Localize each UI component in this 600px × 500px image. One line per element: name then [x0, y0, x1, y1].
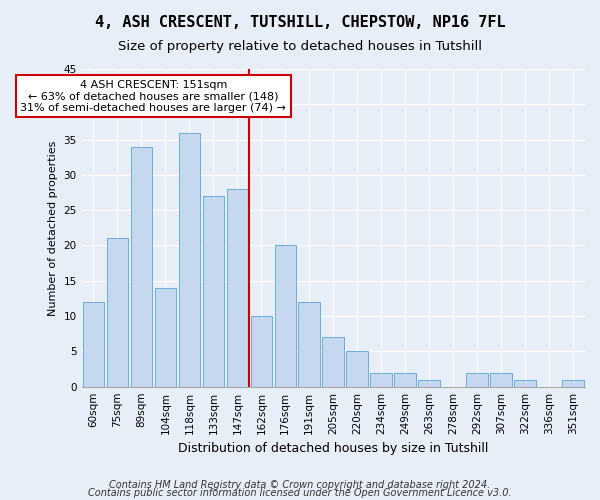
Bar [155, 288, 176, 386]
Bar [203, 196, 224, 386]
Text: Contains public sector information licensed under the Open Government Licence v3: Contains public sector information licen… [88, 488, 512, 498]
Bar [466, 372, 488, 386]
Bar [346, 352, 368, 386]
X-axis label: Distribution of detached houses by size in Tutshill: Distribution of detached houses by size … [178, 442, 488, 455]
Bar [370, 372, 392, 386]
Bar [490, 372, 512, 386]
Bar [322, 338, 344, 386]
Bar [83, 302, 104, 386]
Text: Size of property relative to detached houses in Tutshill: Size of property relative to detached ho… [118, 40, 482, 53]
Bar [251, 316, 272, 386]
Bar [298, 302, 320, 386]
Y-axis label: Number of detached properties: Number of detached properties [48, 140, 58, 316]
Bar [131, 146, 152, 386]
Bar [394, 372, 416, 386]
Bar [418, 380, 440, 386]
Text: 4 ASH CRESCENT: 151sqm
← 63% of detached houses are smaller (148)
31% of semi-de: 4 ASH CRESCENT: 151sqm ← 63% of detached… [20, 80, 286, 113]
Bar [514, 380, 536, 386]
Bar [275, 246, 296, 386]
Bar [107, 238, 128, 386]
Bar [227, 189, 248, 386]
Text: 4, ASH CRESCENT, TUTSHILL, CHEPSTOW, NP16 7FL: 4, ASH CRESCENT, TUTSHILL, CHEPSTOW, NP1… [95, 15, 505, 30]
Text: Contains HM Land Registry data © Crown copyright and database right 2024.: Contains HM Land Registry data © Crown c… [109, 480, 491, 490]
Bar [562, 380, 584, 386]
Bar [179, 132, 200, 386]
